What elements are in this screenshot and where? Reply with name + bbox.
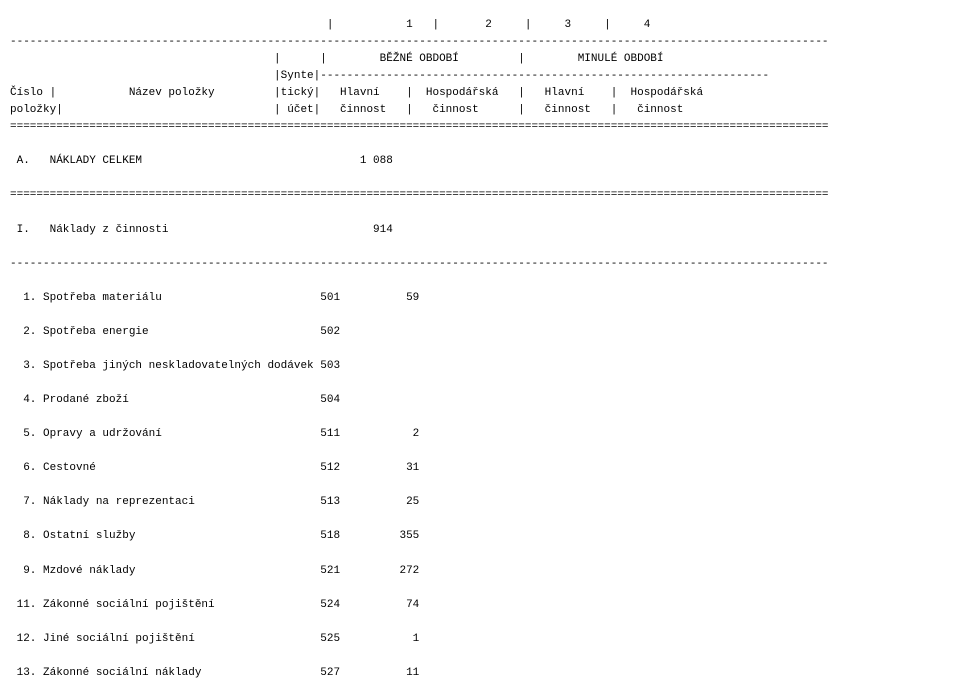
report-text: | 1 | 2 | 3 | 4 ------------------------…: [0, 11, 960, 680]
